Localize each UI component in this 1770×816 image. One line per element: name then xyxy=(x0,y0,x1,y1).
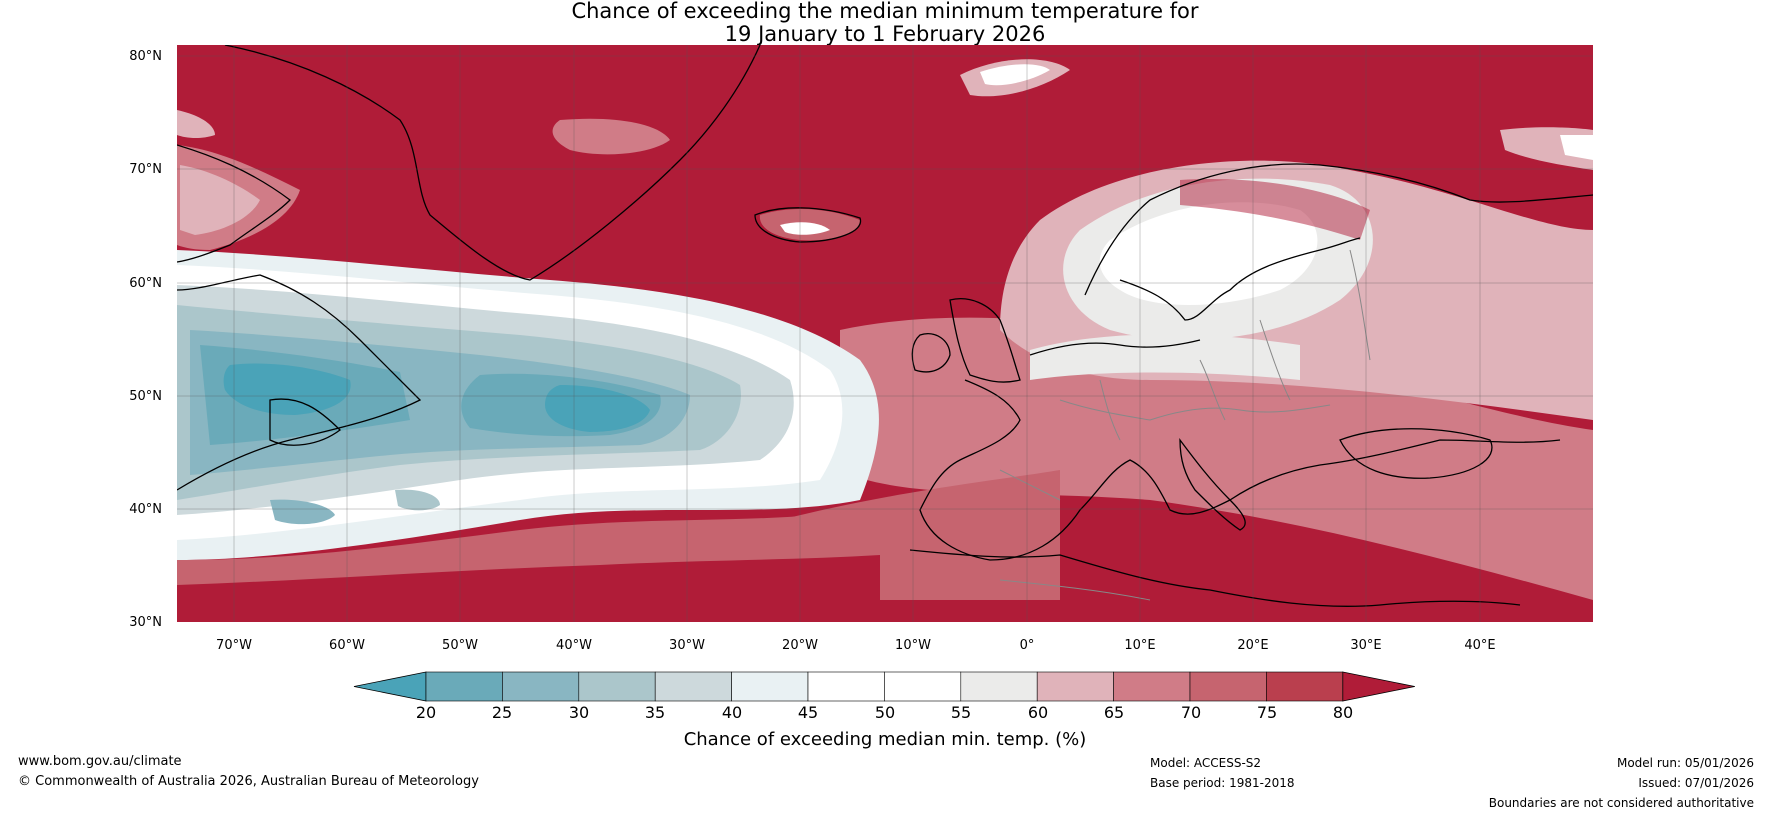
colorbar-swatch xyxy=(1266,671,1344,702)
colorbar-tick-label: 30 xyxy=(569,703,589,722)
copyright-text: © Commonwealth of Australia 2026, Austra… xyxy=(18,774,479,789)
colorbar-tick-label: 45 xyxy=(798,703,818,722)
colorbar-tick-label: 70 xyxy=(1181,703,1201,722)
lat-label: 40°N xyxy=(129,502,162,517)
lon-label: 0° xyxy=(1020,638,1035,653)
colorbar-tick-label: 75 xyxy=(1257,703,1277,722)
colorbar-extend-low xyxy=(353,671,427,702)
website-link[interactable]: www.bom.gov.au/climate xyxy=(18,754,182,769)
colorbar-tick-label: 60 xyxy=(1028,703,1048,722)
lat-label: 30°N xyxy=(129,615,162,630)
colorbar-swatches xyxy=(353,671,1415,702)
colorbar-swatch xyxy=(1036,671,1114,702)
lon-label: 40°W xyxy=(556,638,592,653)
lat-axis: 80°N 70°N 60°N 50°N 40°N 30°N xyxy=(129,49,162,630)
colorbar-tick-label: 40 xyxy=(722,703,742,722)
colorbar-extend-high xyxy=(1342,671,1415,702)
lon-label: 10°W xyxy=(895,638,931,653)
colorbar-swatch xyxy=(731,671,809,702)
colorbar-tick-label: 35 xyxy=(645,703,665,722)
lon-label: 10°E xyxy=(1124,638,1155,653)
colorbar-swatch xyxy=(578,671,656,702)
lat-label: 60°N xyxy=(129,276,162,291)
colorbar-ticks: 20 25 30 35 40 45 50 55 60 65 70 75 80 xyxy=(416,703,1353,722)
lon-label: 70°W xyxy=(216,638,252,653)
colorbar-tick-label: 80 xyxy=(1333,703,1353,722)
lat-label: 50°N xyxy=(129,389,162,404)
colorbar-label: Chance of exceeding median min. temp. (%… xyxy=(684,729,1087,750)
colorbar-swatch xyxy=(1113,671,1191,702)
lon-label: 40°E xyxy=(1464,638,1495,653)
colorbar: 20 25 30 35 40 45 50 55 60 65 70 75 80 C… xyxy=(353,671,1415,750)
colorbar-swatch xyxy=(960,671,1038,702)
colorbar-swatch xyxy=(654,671,732,702)
colorbar-swatch xyxy=(884,671,962,702)
lon-label: 20°W xyxy=(782,638,818,653)
colorbar-swatch xyxy=(502,671,580,702)
colorbar-tick-label: 50 xyxy=(875,703,895,722)
graticule xyxy=(177,45,1593,622)
colorbar-tick-label: 65 xyxy=(1104,703,1124,722)
colorbar-tick-label: 20 xyxy=(416,703,436,722)
country-borders xyxy=(999,249,1371,601)
lon-label: 50°W xyxy=(442,638,478,653)
colorbar-swatch xyxy=(425,671,503,702)
colorbar-swatch xyxy=(807,671,885,702)
lon-axis: 70°W 60°W 50°W 40°W 30°W 20°W 10°W 0° 10… xyxy=(216,638,1496,653)
lat-label: 70°N xyxy=(129,162,162,177)
base-period: Base period: 1981-2018 xyxy=(1150,776,1295,790)
lon-label: 30°W xyxy=(669,638,705,653)
boundaries-disclaimer: Boundaries are not considered authoritat… xyxy=(1488,796,1754,810)
issued-date: Issued: 07/01/2026 xyxy=(1638,776,1754,790)
map-title-line1: Chance of exceeding the median minimum t… xyxy=(571,0,1199,23)
probability-field xyxy=(177,45,1593,622)
lon-label: 20°E xyxy=(1237,638,1268,653)
model-name: Model: ACCESS-S2 xyxy=(1150,756,1262,770)
lon-label: 30°E xyxy=(1350,638,1381,653)
lon-label: 60°W xyxy=(329,638,365,653)
colorbar-tick-label: 25 xyxy=(492,703,512,722)
colorbar-swatch xyxy=(1189,671,1267,702)
lat-label: 80°N xyxy=(129,49,162,64)
coastlines xyxy=(177,45,1593,607)
map-title-line2: 19 January to 1 February 2026 xyxy=(724,22,1046,46)
colorbar-tick-label: 55 xyxy=(951,703,971,722)
model-run-date: Model run: 05/01/2026 xyxy=(1616,756,1754,770)
